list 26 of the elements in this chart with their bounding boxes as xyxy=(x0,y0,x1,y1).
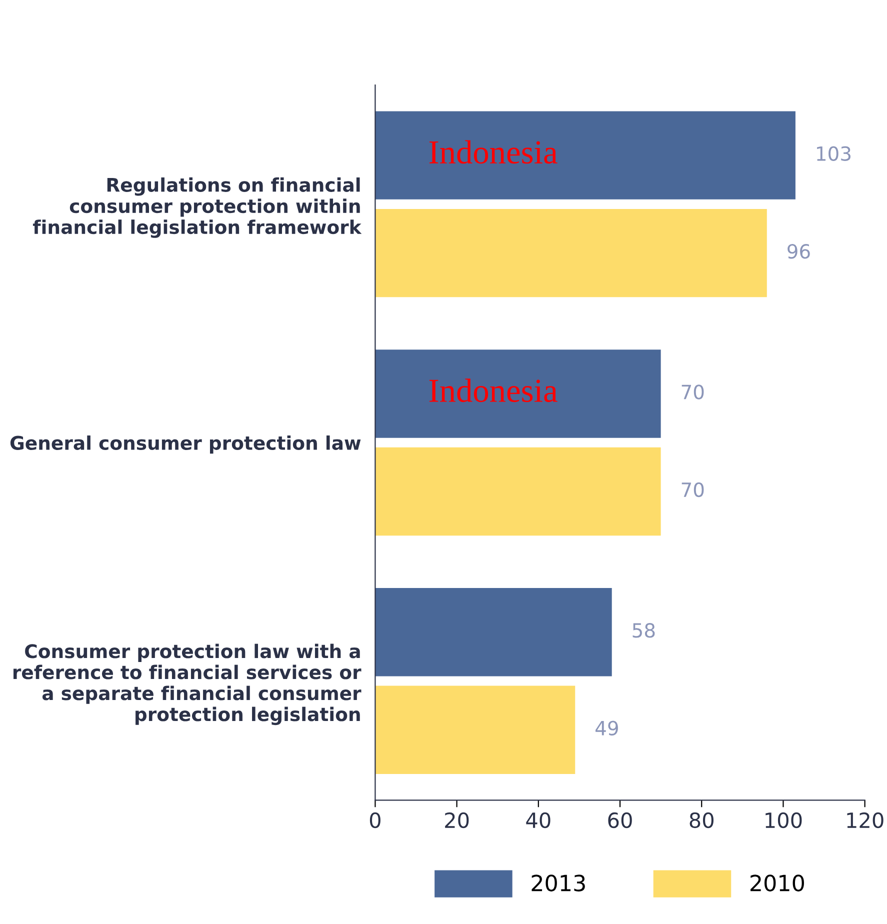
x-tick-label: 120 xyxy=(847,812,884,828)
y-tick-label: General consumer protection law xyxy=(10,435,361,454)
bar xyxy=(375,686,576,774)
annotation: Indonesia xyxy=(429,140,558,164)
data-label: 70 xyxy=(682,482,704,498)
x-tick-label: 0 xyxy=(370,812,380,828)
y-tick-label: Consumer protection law with a reference to financial services or a separate financial consumer protection legislation xyxy=(14,644,362,726)
bar xyxy=(375,447,661,536)
data-label: 49 xyxy=(596,720,618,736)
x-tick-label: 20 xyxy=(445,812,469,828)
x-tick-label: 60 xyxy=(608,812,632,828)
data-label: 103 xyxy=(817,146,850,161)
x-tick-label: 100 xyxy=(766,812,802,828)
x-tick-label: 40 xyxy=(526,812,550,828)
y-tick-label: Regulations on financial consumer protection within financial legislation framework xyxy=(32,177,362,238)
legend-label: 2010 xyxy=(750,874,804,892)
data-label: 70 xyxy=(682,384,704,400)
data-label: 58 xyxy=(632,623,655,638)
bar xyxy=(375,208,767,298)
legend-label: 2013 xyxy=(532,874,585,892)
bar xyxy=(375,111,796,200)
annotation: Indonesia xyxy=(429,378,558,402)
bar xyxy=(375,588,612,676)
bar xyxy=(375,350,661,438)
x-tick-label: 80 xyxy=(690,812,714,828)
data-label: 96 xyxy=(788,244,810,259)
